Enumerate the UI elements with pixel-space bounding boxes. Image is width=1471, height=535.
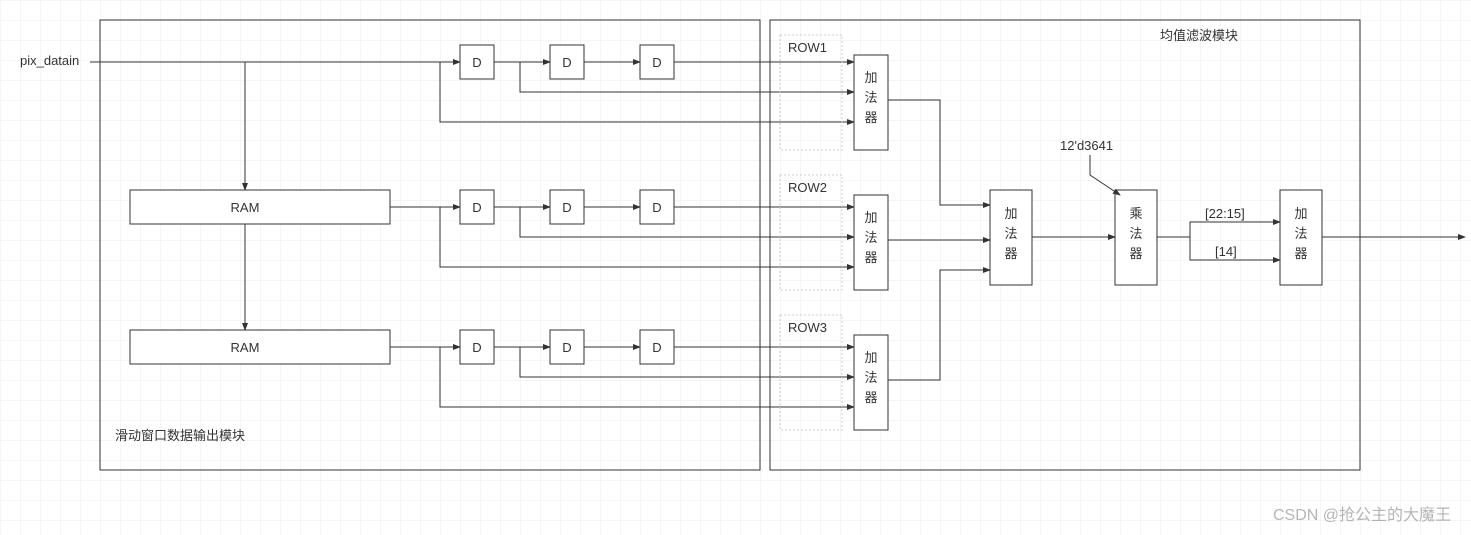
svg-text:器: 器 [864,110,877,125]
adder-row3: 加 法 器 [854,335,888,430]
mean-filter-title: 均值滤波模块 [1160,28,1238,43]
bit-low: [14] [1215,244,1237,259]
d-label: D [562,200,571,215]
sliding-window-module [100,20,760,470]
svg-text:法: 法 [864,90,877,105]
d-row-3: D D D [440,330,854,407]
final-adder: 加 法 器 [1280,190,1322,285]
ram2-box [130,330,390,364]
input-label: pix_datain [20,53,79,68]
row1-label: ROW1 [788,40,827,55]
svg-text:加: 加 [864,210,877,225]
svg-text:加: 加 [864,350,877,365]
svg-text:乘: 乘 [1129,206,1142,221]
row2-label: ROW2 [788,180,827,195]
svg-text:法: 法 [1004,226,1017,241]
d-label: D [562,55,571,70]
d-label: D [472,200,481,215]
d-label: D [472,55,481,70]
bit-high: [22:15] [1205,206,1245,221]
svg-text:加: 加 [1294,206,1307,221]
svg-text:加: 加 [864,70,877,85]
svg-text:器: 器 [1004,246,1017,261]
d-label: D [562,340,571,355]
watermark: CSDN @抢公主的大魔王 [1273,501,1451,525]
d-row-1: D D D [440,45,854,122]
svg-text:器: 器 [1294,246,1307,261]
d-label: D [652,340,661,355]
sum-adder: 加 法 器 [990,190,1032,285]
svg-text:法: 法 [1294,226,1307,241]
ram2-label: RAM [231,340,260,355]
svg-text:法: 法 [1129,226,1142,241]
svg-text:法: 法 [864,370,877,385]
sliding-window-title: 滑动窗口数据输出模块 [115,428,245,443]
row3-label: ROW3 [788,320,827,335]
d-label: D [652,200,661,215]
svg-text:加: 加 [1004,206,1017,221]
adder-row2: 加 法 器 [854,195,888,290]
svg-text:法: 法 [864,230,877,245]
d-row-2: D D D [440,190,854,267]
multiplier: 乘 法 器 [1115,190,1157,285]
svg-text:器: 器 [864,250,877,265]
ram1-label: RAM [231,200,260,215]
svg-text:器: 器 [864,390,877,405]
d-label: D [652,55,661,70]
ram1-box [130,190,390,224]
adder-row1: 加 法 器 [854,55,888,150]
d-label: D [472,340,481,355]
mult-const: 12'd3641 [1060,138,1113,153]
svg-text:器: 器 [1129,246,1142,261]
